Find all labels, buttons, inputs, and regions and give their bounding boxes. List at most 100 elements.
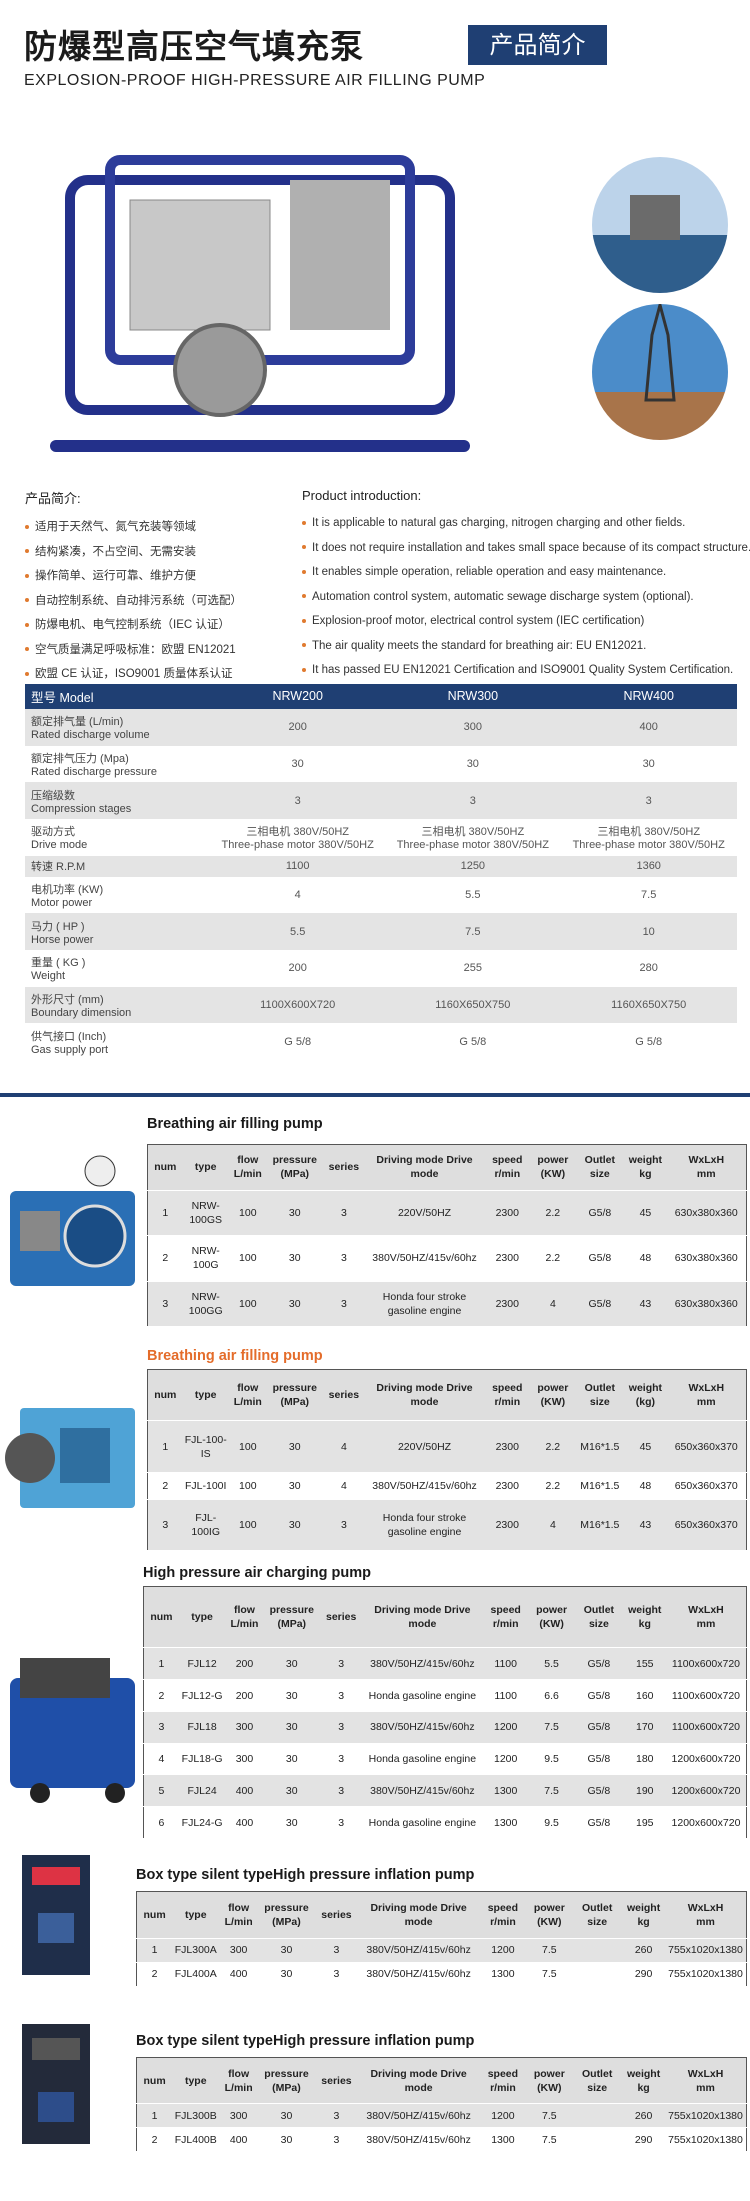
cell: 155 — [623, 1647, 666, 1681]
cell: 2300 — [484, 1472, 531, 1500]
cell-line: (KW) — [537, 1915, 562, 1928]
cell-line: 额定排气量 (L/min) — [31, 716, 124, 729]
cell: 755x1020x1380 — [665, 1938, 747, 1963]
cell: 380V/50HZ/415v/60hz — [357, 1962, 480, 1988]
header-cell: Outlet size — [572, 1891, 623, 1939]
cell: 300 — [225, 1711, 264, 1744]
cell: 5.5 — [465, 888, 481, 901]
cell-line: Weight — [31, 970, 66, 983]
cell: 5.5 — [528, 1647, 575, 1681]
header-cell: speed r/min — [484, 1144, 531, 1191]
header-cell: Outlet size — [575, 1144, 625, 1191]
cell — [572, 2127, 623, 2152]
cell-line: kg — [637, 2081, 650, 2094]
cell: 2300 — [484, 1420, 531, 1473]
cell: 6.6 — [528, 1679, 575, 1712]
data-row: 2 FJL400B 400 30 3 380V/50HZ/415v/60hz 1300 7.5… — [136, 2127, 747, 2152]
cell: 2 — [143, 1679, 179, 1712]
header-cell: WxLxH mm — [665, 1891, 747, 1939]
header-cell: type — [172, 2057, 220, 2105]
cell: G 5/8 — [284, 1035, 312, 1048]
cell-line: Rated discharge pressure — [31, 765, 157, 778]
scene-images — [592, 157, 728, 440]
cell: 200 — [225, 1647, 264, 1681]
cell: 30 — [266, 1281, 323, 1327]
cell-line: Driving mode Drive — [374, 1604, 471, 1617]
cell: 30 — [263, 1647, 320, 1681]
cell: 30 — [266, 1235, 323, 1282]
title: 防爆型高压空气填充泵 — [24, 27, 364, 66]
cell: 160 — [623, 1679, 666, 1712]
heading: 产品简介: — [25, 491, 81, 506]
cell: 三相电机 380V/50HZ Three-phase motor 380V/50H… — [560, 819, 737, 856]
cell-line: num — [154, 1389, 177, 1402]
cell-line: series — [321, 1908, 352, 1921]
cell: 1360 — [560, 855, 737, 877]
product-image — [22, 2024, 90, 2144]
pump-illustration — [50, 155, 470, 452]
cell: 30 — [466, 757, 479, 770]
cell-line: num — [150, 1611, 173, 1624]
cell-line: speed — [490, 1604, 521, 1617]
cell: 100 — [228, 1499, 267, 1552]
cell: 3 — [315, 1938, 358, 1963]
cell-line: r/min — [494, 1168, 521, 1181]
data-row: 4 FJL18-G 300 30 3 Honda gasoline engine 1200 9… — [143, 1743, 747, 1776]
header-cell: pressure (MPa) — [263, 1586, 320, 1649]
header-cell: series — [320, 1586, 363, 1649]
cell-line: mm — [696, 1915, 715, 1928]
row-label: 压缩级数 Compression stages — [25, 782, 211, 819]
cell — [572, 1938, 623, 1963]
cell: FJL400B — [172, 2127, 220, 2152]
cell: 300 — [219, 2103, 258, 2129]
cell: 45 — [624, 1190, 667, 1236]
cell-line: Rated discharge volume — [31, 729, 150, 742]
cell-line: 马力 ( HP ) — [31, 920, 85, 933]
cell-line: size — [589, 1396, 610, 1409]
row-label: 重量 ( KG ) Weight — [25, 950, 210, 987]
cell: FJL300A — [172, 1938, 220, 1963]
header-cell: speed r/min — [479, 2057, 527, 2105]
product-table: num type flow L/min pressure (MPa) series Drivi… — [143, 1586, 747, 1839]
cell: 300 — [225, 1743, 264, 1776]
cell: 30 — [263, 1679, 320, 1712]
cell: 1200 — [479, 2103, 527, 2129]
cell: FJL18 — [178, 1711, 226, 1744]
header-cell: Driving mode Drive mode — [357, 1891, 480, 1939]
product-image — [10, 1658, 135, 1803]
cell-line: 供气接口 (Inch) — [31, 1030, 107, 1043]
cell: G 5/8 — [635, 1035, 663, 1048]
product-table: num type flow L/min pressure (MPa) series Drivi… — [147, 1144, 747, 1327]
header-cell: num — [147, 1369, 183, 1422]
cell-line: size — [589, 1168, 610, 1181]
header-cell: Outlet size — [572, 2057, 623, 2105]
header-row: num type flow L/min pressure (MPa) series Drivi… — [147, 1369, 747, 1422]
cell: 3 — [143, 1711, 179, 1744]
row-label: 转速 R.P.M — [25, 855, 211, 877]
data-row: 1 FJL300B 300 30 3 380V/50HZ/415v/60hz 1200 7.5… — [136, 2103, 747, 2129]
cell-line: 外形尺寸 (mm) — [31, 993, 104, 1006]
cell: 260 — [622, 2103, 665, 2129]
header-row: num type flow L/min pressure (MPa) series Drivi… — [136, 2057, 747, 2105]
cell: 380V/50HZ/415v/60hz — [362, 1711, 483, 1744]
cell-line: mm — [696, 1168, 716, 1181]
cell: 三相电机 380V/50HZ Three-phase motor 380V/50H… — [210, 819, 385, 856]
cell: 2300 — [484, 1190, 531, 1236]
cell: 30 — [263, 1743, 320, 1776]
cell-line: num — [154, 1161, 177, 1174]
cell: 380V/50HZ/415v/60hz — [357, 2127, 480, 2152]
cell-line: weight — [626, 2067, 661, 2080]
cell-line: speed — [487, 2067, 519, 2080]
cell-line: Driving mode Drive — [370, 1901, 467, 1914]
bullet-item: 结构紧凑，不占空间、无需安装 — [25, 540, 295, 565]
cell-line: weight — [628, 1382, 663, 1395]
cell: 3 — [320, 1647, 363, 1681]
cell: 30 — [257, 2103, 316, 2129]
cell: 650x360x370 — [666, 1472, 747, 1500]
cell-line: Driving mode Drive — [376, 1382, 473, 1395]
cell: Honda gasoline engine — [362, 1679, 483, 1712]
header-row: num type flow L/min pressure (MPa) series Drivi… — [147, 1144, 747, 1191]
data-row: 2 FJL400A 400 30 3 380V/50HZ/415v/60hz 1300 7.5… — [136, 1962, 747, 1988]
cell: 3 — [560, 782, 737, 819]
cell: G5/8 — [574, 1647, 624, 1681]
